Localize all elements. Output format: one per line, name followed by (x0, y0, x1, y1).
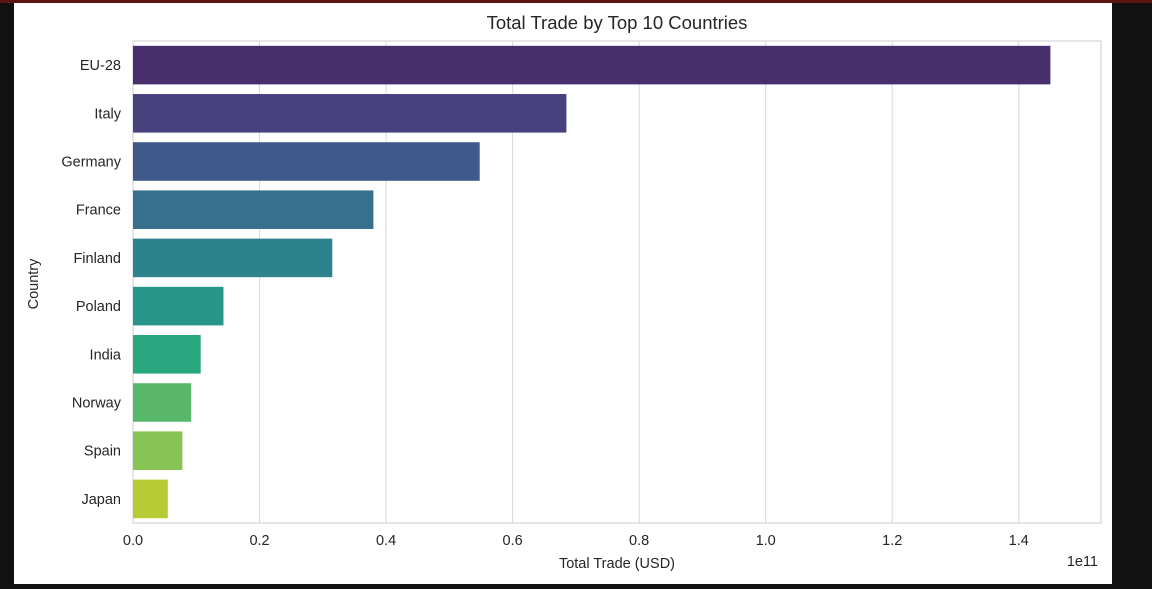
y-tick-label: EU-28 (80, 58, 121, 74)
y-tick-label: Norway (72, 396, 122, 412)
y-tick-label: Finland (73, 251, 121, 267)
x-tick-label: 0.4 (376, 533, 396, 549)
x-tick-label: 0.8 (629, 533, 649, 549)
y-tick-label: Japan (81, 492, 121, 508)
x-tick-label: 0.0 (123, 533, 143, 549)
chart-figure: EU-28 Italy Germany France Finland Poland Indi… (14, 3, 1112, 584)
window-top-strip (0, 0, 1152, 3)
x-tick-label: 1.4 (1009, 533, 1029, 549)
x-tick-label: 0.6 (503, 533, 523, 549)
x-axis-label: Total Trade (USD) (559, 556, 675, 572)
bars (133, 45, 1051, 519)
x-tick-label: 1.0 (756, 533, 776, 549)
bar-france (133, 190, 374, 229)
plot-frame (132, 40, 1102, 524)
y-tick-label: Poland (76, 299, 121, 315)
x-tick-label: 1.2 (882, 533, 902, 549)
bar-norway (133, 383, 192, 422)
bar-chart: EU-28 Italy Germany France Finland Poland Indi… (26, 12, 1102, 572)
bar-japan (133, 479, 168, 519)
x-axis-offset-label: 1e11 (1067, 554, 1098, 570)
x-tick-labels: 0.0 0.2 0.4 0.6 0.8 1.0 1.2 1.4 (123, 533, 1029, 549)
bar-eu-28 (133, 45, 1051, 85)
y-tick-label: Italy (94, 106, 121, 122)
bar-poland (133, 286, 224, 326)
bar-italy (133, 94, 567, 133)
bar-spain (133, 431, 183, 470)
y-tick-label: France (76, 203, 121, 219)
bar-india (133, 335, 201, 374)
x-tick-label: 0.2 (249, 533, 269, 549)
bar-germany (133, 142, 480, 181)
y-tick-labels: EU-28 Italy Germany France Finland Poland Indi… (61, 58, 122, 508)
y-tick-label: Germany (61, 155, 121, 171)
y-tick-label: Spain (84, 444, 121, 460)
y-axis-label: Country (26, 258, 42, 310)
chart-title: Total Trade by Top 10 Countries (487, 12, 748, 33)
bar-finland (133, 238, 333, 278)
y-tick-label: India (90, 347, 122, 363)
